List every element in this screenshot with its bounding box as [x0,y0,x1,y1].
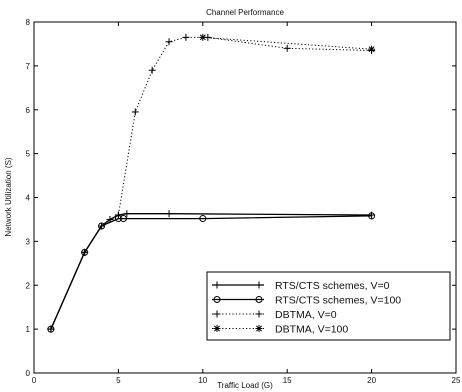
y-axis-label: Network Utilization (S) [4,157,13,236]
legend-swatch-marker [255,310,263,318]
series-layer [47,33,376,333]
chart-title: Channel Performance [206,8,284,17]
series-line [202,36,372,50]
legend-swatch-marker [255,296,263,303]
x-tick-label: 15 [283,376,292,385]
y-tick-label: 7 [26,62,31,71]
data-point [199,33,207,41]
x-tick-label: 10 [198,376,207,385]
legend-swatch-marker [213,281,221,289]
data-point [368,45,376,53]
x-axis-label: Traffic Load (G) [217,381,273,390]
legend-box [206,271,451,341]
legend-label: DBTMA, V=0 [275,309,337,321]
data-point [165,210,173,218]
y-tick-label: 8 [26,18,31,27]
y-tick-label: 6 [26,106,31,115]
y-tick-label: 0 [26,369,31,378]
data-point [131,108,139,116]
data-point [368,212,376,220]
y-tick-label: 5 [26,150,31,159]
data-point [98,222,106,230]
legend-swatch-marker [213,325,221,332]
y-tick-label: 4 [26,194,31,203]
x-tick-label: 0 [32,376,37,385]
data-point [47,325,55,333]
data-point [119,215,127,223]
legend-swatch-marker [213,310,221,318]
legend-label: DBTMA, V=100 [275,324,348,336]
data-point [165,38,173,46]
data-point [81,248,89,256]
data-point [114,211,122,219]
x-tick-label: 5 [116,376,121,385]
legend-swatch-marker [255,325,263,332]
legend-swatch-marker [255,281,263,289]
data-point [199,215,207,223]
x-tick-label: 25 [452,376,461,385]
data-point [148,66,156,74]
legend: RTS/CTS schemes, V=0 RTS/CTS schemes, V=1… [206,271,451,341]
y-tick-label: 3 [26,237,31,246]
y-tick-label: 2 [26,281,31,290]
data-point [283,44,291,52]
axis-ticks: 0 5 10 15 20 25 0 1 2 3 4 5 6 7 8 [26,18,461,385]
legend-label: RTS/CTS schemes, V=0 [275,280,390,292]
data-point [182,33,190,41]
y-tick-label: 1 [26,325,31,334]
legend-swatch-marker [213,296,221,303]
x-tick-label: 20 [367,376,376,385]
legend-label: RTS/CTS schemes, V=100 [275,295,401,307]
data-point [123,210,131,218]
